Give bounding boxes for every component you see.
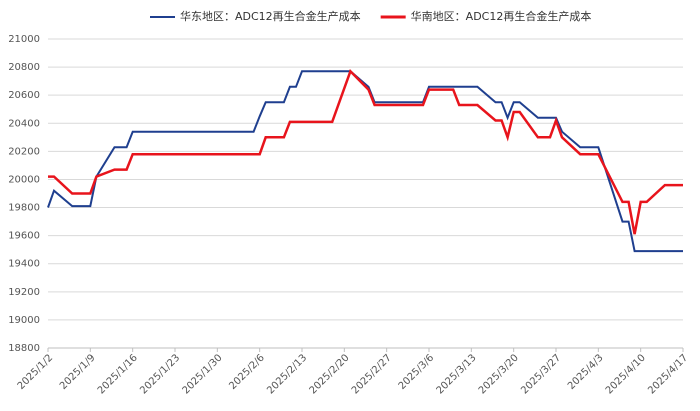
x-tick-label: 2025/4/17 bbox=[646, 352, 690, 396]
y-tick-label: 20600 bbox=[8, 90, 40, 101]
x-tick-label: 2025/1/23 bbox=[138, 352, 182, 396]
x-tick-label: 2025/1/2 bbox=[16, 352, 56, 392]
x-tick-label: 2025/3/6 bbox=[397, 352, 437, 392]
x-tick-label: 2025/2/6 bbox=[227, 352, 267, 392]
x-tick-label: 2025/2/13 bbox=[265, 352, 309, 396]
legend-label: 华南地区：ADC12再生合金生产成本 bbox=[411, 9, 592, 23]
x-tick-label: 2025/4/10 bbox=[604, 352, 648, 396]
x-tick-label: 2025/1/16 bbox=[96, 352, 140, 396]
legend-label: 华东地区：ADC12再生合金生产成本 bbox=[180, 9, 361, 23]
y-tick-label: 20000 bbox=[8, 174, 40, 185]
y-tick-label: 18800 bbox=[8, 343, 40, 354]
y-tick-label: 19000 bbox=[8, 315, 40, 326]
y-tick-label: 20800 bbox=[8, 62, 40, 73]
x-tick-label: 2025/2/20 bbox=[308, 352, 352, 396]
series-line bbox=[48, 69, 683, 235]
y-tick-label: 21000 bbox=[8, 34, 40, 45]
x-tick-label: 2025/1/9 bbox=[58, 352, 98, 392]
y-tick-label: 19400 bbox=[8, 259, 40, 270]
x-tick-label: 2025/3/13 bbox=[435, 352, 479, 396]
series-line bbox=[47, 70, 683, 253]
y-tick-label: 19200 bbox=[8, 287, 40, 298]
x-tick-label: 2025/4/3 bbox=[566, 352, 606, 392]
x-tick-label: 2025/1/30 bbox=[181, 352, 225, 396]
x-tick-label: 2025/2/27 bbox=[350, 352, 394, 396]
x-tick-label: 2025/3/27 bbox=[519, 352, 563, 396]
y-tick-label: 19800 bbox=[8, 203, 40, 214]
y-tick-label: 20400 bbox=[8, 118, 40, 129]
y-tick-label: 20200 bbox=[8, 146, 40, 157]
x-tick-label: 2025/3/20 bbox=[477, 352, 521, 396]
y-tick-label: 19600 bbox=[8, 231, 40, 242]
